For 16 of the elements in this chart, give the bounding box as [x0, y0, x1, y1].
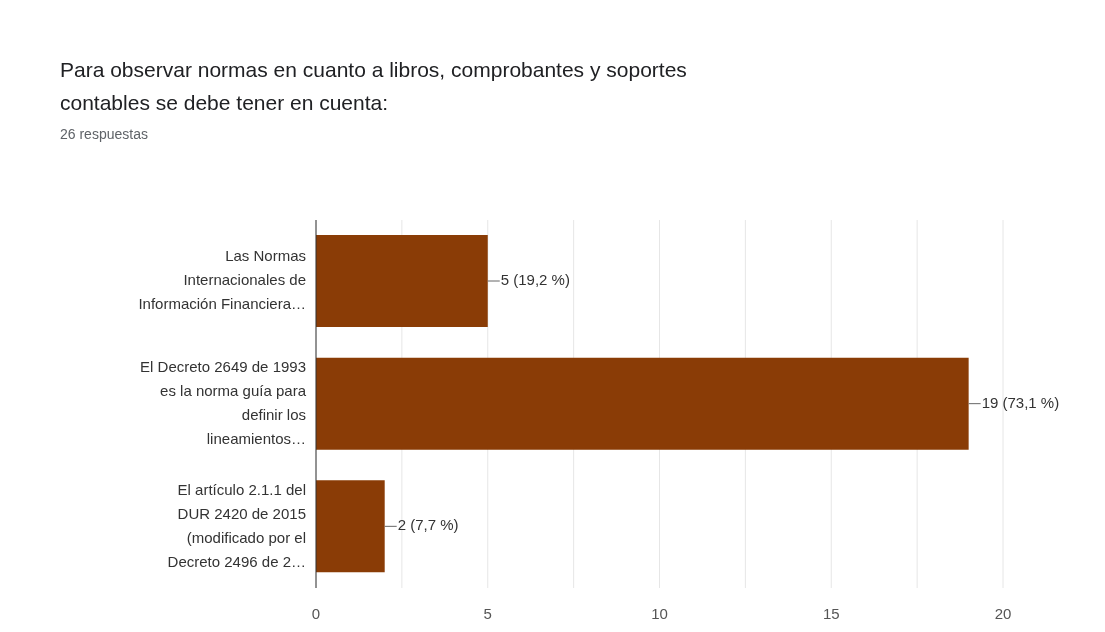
- x-tick-label: 15: [822, 604, 840, 622]
- data-label: 19 (73,1 %): [981, 393, 1060, 411]
- chart-title: Para observar normas en cuanto a libros, comprobantes y soportes contables se debe tener en cuenta:: [60, 57, 688, 116]
- x-tick-label: 0: [311, 604, 321, 622]
- bar: [316, 357, 969, 450]
- bar: [316, 235, 488, 327]
- data-label: 2 (7,7 %): [397, 516, 459, 534]
- y-tick-label: Las Normas Internacionales de Información Financiera…: [138, 247, 306, 313]
- bar: [316, 480, 385, 573]
- data-label: 5 (19,2 %): [500, 270, 570, 288]
- x-tick-label: 20: [994, 604, 1012, 622]
- y-tick-label: El artículo 2.1.1 del DUR 2420 de 2015 (modificado por el Decreto 2496 de 2…: [167, 480, 306, 570]
- x-tick-label: 10: [651, 604, 668, 622]
- y-tick-label: El Decreto 2649 de 1993 es la norma guía para definir los lineamientos…: [140, 357, 307, 447]
- x-tick-label: 5: [483, 604, 492, 622]
- text: 26 respuestas: [60, 126, 148, 142]
